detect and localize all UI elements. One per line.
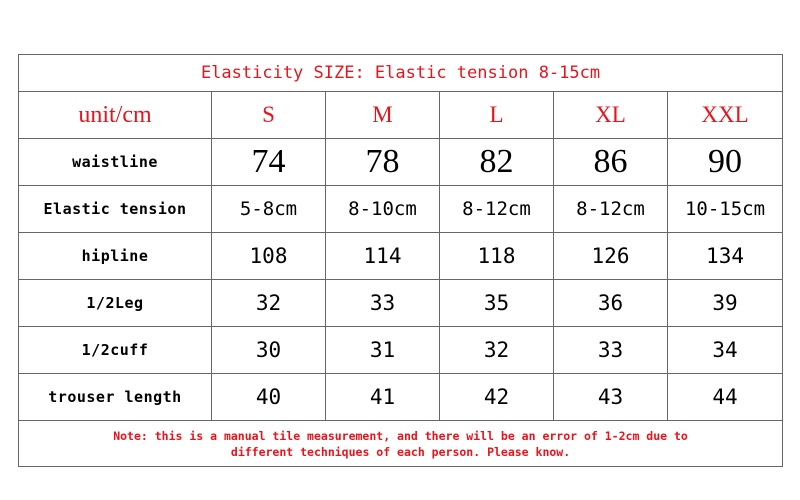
table-cell: 108	[211, 232, 326, 280]
row-half-leg: 1/2Leg 32 33 35 36 39	[18, 279, 784, 327]
table-cell: 74	[211, 138, 326, 186]
table-cell: 126	[553, 232, 668, 280]
table-cell: 118	[439, 232, 554, 280]
table-cell: 34	[666, 326, 784, 374]
table-cell: 114	[325, 232, 440, 280]
table-cell: 78	[325, 138, 440, 186]
table-cell: 42	[439, 373, 554, 421]
table-cell: 32	[439, 326, 554, 374]
table-cell: 41	[325, 373, 440, 421]
table-cell: 43	[553, 373, 668, 421]
table-cell: 134	[666, 232, 784, 280]
row-label: trouser length	[18, 373, 212, 421]
size-chart-table: Elasticity SIZE: Elastic tension 8-15cm …	[17, 54, 784, 467]
size-header-xxl: XXL	[666, 91, 784, 139]
size-header-xl: XL	[553, 91, 668, 139]
table-cell: 8-10cm	[325, 185, 440, 233]
header-row: unit/cm S M L XL XXL	[18, 91, 784, 139]
table-title: Elasticity SIZE: Elastic tension 8-15cm	[17, 54, 784, 92]
row-half-cuff: 1/2cuff 30 31 32 33 34	[18, 326, 784, 374]
row-waistline: waistline 74 78 82 86 90	[18, 138, 784, 186]
row-label: waistline	[18, 138, 212, 186]
title-row: Elasticity SIZE: Elastic tension 8-15cm	[17, 54, 784, 92]
table-cell: 33	[325, 279, 440, 327]
table-cell: 33	[553, 326, 668, 374]
table-cell: 86	[553, 138, 668, 186]
size-header-s: S	[211, 91, 326, 139]
note-row: Note: this is a manual tile measurement,…	[17, 420, 784, 467]
size-header-m: M	[325, 91, 440, 139]
note-line-1: Note: this is a manual tile measurement,…	[113, 428, 688, 443]
row-label: 1/2cuff	[18, 326, 212, 374]
table-cell: 8-12cm	[439, 185, 554, 233]
row-elastic-tension: Elastic tension 5-8cm 8-10cm 8-12cm 8-12…	[18, 185, 784, 233]
note-line-2: different techniques of each person. Ple…	[230, 444, 571, 459]
table-cell: 10-15cm	[666, 185, 784, 233]
row-label: Elastic tension	[18, 185, 212, 233]
table-cell: 31	[325, 326, 440, 374]
table-cell: 5-8cm	[211, 185, 326, 233]
table-cell: 8-12cm	[553, 185, 668, 233]
unit-label: unit/cm	[18, 91, 212, 139]
row-label: 1/2Leg	[18, 279, 212, 327]
table-cell: 82	[439, 138, 554, 186]
row-label: hipline	[18, 232, 212, 280]
table-cell: 35	[439, 279, 554, 327]
row-hipline: hipline 108 114 118 126 134	[18, 232, 784, 280]
table-cell: 40	[211, 373, 326, 421]
size-header-l: L	[439, 91, 554, 139]
table-cell: 39	[666, 279, 784, 327]
row-trouser-length: trouser length 40 41 42 43 44	[18, 373, 784, 421]
table-cell: 44	[666, 373, 784, 421]
table-cell: 32	[211, 279, 326, 327]
measurement-note: Note: this is a manual tile measurement,…	[17, 420, 784, 467]
table-cell: 36	[553, 279, 668, 327]
table-cell: 90	[666, 138, 784, 186]
table-cell: 30	[211, 326, 326, 374]
